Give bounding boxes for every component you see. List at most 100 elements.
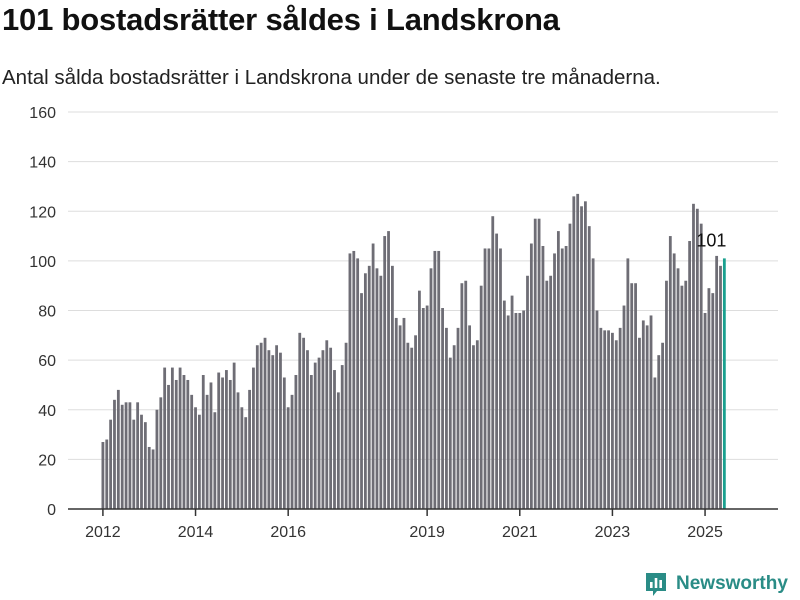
bar [151,449,155,509]
bar [360,293,363,509]
x-tick-label: 2012 [85,524,121,541]
bar [205,394,209,509]
bar [692,203,695,509]
bar [661,342,664,509]
bar [526,275,529,509]
bar [124,402,128,509]
bar [707,288,711,509]
bar [398,325,402,509]
brand-name: Newsworthy [676,573,788,594]
bar [406,342,410,509]
bar [186,379,190,509]
bar [190,394,194,509]
bar [533,218,537,509]
y-tick-label: 120 [29,204,56,221]
bar [132,419,136,509]
bar [672,253,676,509]
y-tick-label: 40 [38,403,56,420]
bar [198,414,201,509]
bar [391,265,394,509]
bar [448,357,452,509]
bar [155,409,159,509]
bar [699,223,703,509]
bar [719,265,722,509]
newsworthy-logo-icon [646,573,666,596]
y-tick-label: 0 [47,502,56,519]
bar [271,355,275,509]
bar [518,312,522,509]
bar [499,248,502,509]
bar [429,268,433,509]
annotations: 101 [696,230,726,250]
bar [282,377,286,509]
bar [695,208,699,509]
bar [248,389,251,509]
bar [715,255,719,509]
bar [394,317,398,509]
bar [321,350,325,509]
bar [147,446,151,509]
bar [363,273,367,509]
bar [576,193,580,509]
bar [232,362,236,509]
bar [240,407,244,509]
bar [541,245,545,510]
bar [105,439,109,509]
x-tick-label: 2021 [502,524,538,541]
y-tick-label: 100 [29,254,56,271]
bar [510,295,514,509]
bar [275,345,278,509]
bar [657,355,661,509]
bar [244,417,248,509]
bar [418,290,421,509]
bar [313,362,317,509]
bar [502,300,506,509]
bar [236,392,240,509]
bar [545,280,549,509]
bar [309,375,313,509]
bar [259,342,263,509]
bar [549,275,553,509]
bar [630,283,634,509]
y-tick-label: 60 [38,353,56,370]
bar [479,285,483,509]
bar [634,283,637,509]
bar [221,377,224,509]
bar [668,236,672,509]
bar [688,241,692,509]
bar [468,325,471,509]
bar [560,248,564,509]
bar [433,250,437,509]
bar [182,375,186,509]
bar [556,231,560,509]
bar [611,332,614,509]
bar [371,243,375,509]
bar [522,310,526,509]
bar [325,340,329,509]
x-tick-label: 2025 [687,524,723,541]
bars [101,193,726,510]
bar [344,342,348,509]
bar [572,196,576,510]
bar [159,397,163,509]
bar [317,357,321,509]
bar [684,280,688,509]
bar [622,305,626,509]
bar [680,285,684,509]
y-tick-label: 20 [38,452,56,469]
bar [336,392,340,509]
x-tick-label: 2014 [178,524,214,541]
x-axis: 2012 2014 2016 2019 2021 2023 2025 [68,508,778,541]
bar [587,226,591,509]
bar [456,327,460,509]
bar [529,243,533,509]
bar [676,268,680,509]
bar [116,389,120,509]
bar [213,412,217,509]
bar [329,347,333,509]
x-tick-label: 2023 [595,524,631,541]
x-tick-label: 2019 [409,524,445,541]
bar [340,365,344,509]
bar [645,325,649,509]
